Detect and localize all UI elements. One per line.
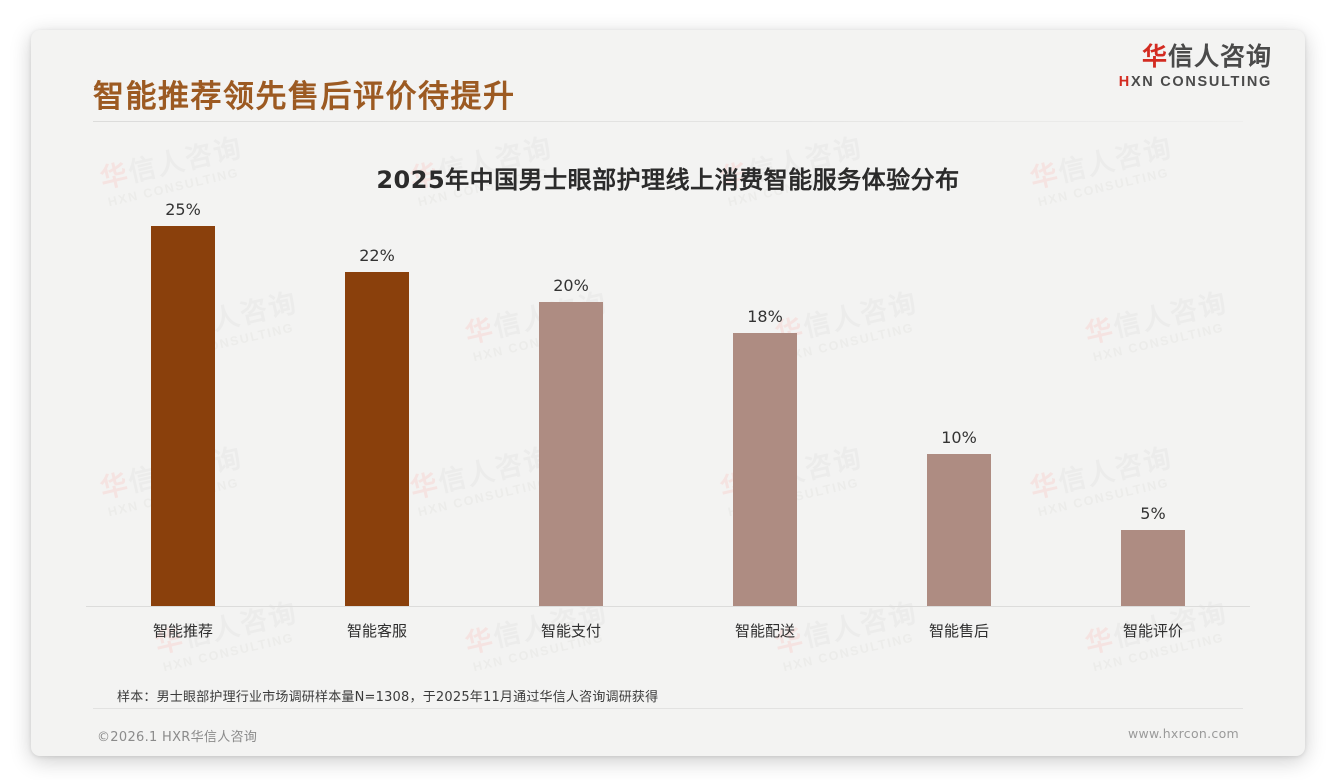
slide-header: 智能推荐领先售后评价待提升 华信人咨询 HXN CONSULTING xyxy=(31,30,1305,122)
slide-canvas: 华信人咨询 HXN CONSULTING 华信人咨询 HXN CONSULTING 华信… xyxy=(31,30,1305,756)
bar-value-label: 25% xyxy=(165,200,201,219)
logo-chinese-text: 华信人咨询 xyxy=(1119,43,1272,71)
header-divider xyxy=(93,121,1243,122)
logo-en-gray: XN CONSULTING xyxy=(1130,74,1272,90)
chart-bar[interactable]: 10% xyxy=(927,428,991,606)
bar-value-label: 22% xyxy=(359,246,395,265)
bar-group: 18% 智能配送 xyxy=(668,211,862,640)
company-logo: 华信人咨询 HXN CONSULTING xyxy=(1119,43,1272,91)
bar-chart-plot: 25% 智能推荐 22% 智能客服 20% 智能支付 18% 智能配送 10% 智能售后 5% 智能评… xyxy=(86,200,1250,640)
logo-en-red: H xyxy=(1118,74,1131,90)
logo-english-text: HXN CONSULTING xyxy=(1119,74,1272,90)
x-axis-line xyxy=(86,606,1250,607)
page-title: 智能推荐领先售后评价待提升 xyxy=(93,79,516,115)
chart-bar[interactable]: 20% xyxy=(539,276,603,606)
logo-cn-gray: 信人咨询 xyxy=(1167,42,1272,71)
chart-bar[interactable]: 5% xyxy=(1121,504,1185,606)
bar-group: 25% 智能推荐 xyxy=(86,200,280,640)
chart-bar[interactable]: 18% xyxy=(733,307,797,606)
category-label: 智能客服 xyxy=(346,622,408,640)
bar-value-label: 5% xyxy=(1140,504,1166,523)
logo-cn-red: 华 xyxy=(1141,42,1168,71)
category-label: 智能支付 xyxy=(540,622,602,640)
bar-group: 10% 智能售后 xyxy=(862,211,1056,640)
footnote-divider xyxy=(93,708,1243,709)
copyright-text: ©2026.1 HXR华信人咨询 xyxy=(97,730,258,745)
chart-title: 2025年中国男士眼部护理线上消费智能服务体验分布 xyxy=(376,166,960,194)
chart-bar[interactable]: 25% xyxy=(151,200,215,606)
bar-value-label: 18% xyxy=(747,307,783,326)
bar-group: 5% 智能评价 xyxy=(1056,211,1250,640)
category-label: 智能评价 xyxy=(1122,622,1184,640)
bar-group: 20% 智能支付 xyxy=(474,211,668,640)
website-url: www.hxrcon.com xyxy=(1128,726,1239,741)
bar-group: 22% 智能客服 xyxy=(280,211,474,640)
category-label: 智能推荐 xyxy=(152,622,214,640)
bar-value-label: 20% xyxy=(553,276,589,295)
category-label: 智能售后 xyxy=(928,622,990,640)
category-label: 智能配送 xyxy=(734,622,796,640)
chart-bar[interactable]: 22% xyxy=(345,246,409,606)
slide-footer: ©2026.1 HXR华信人咨询 www.hxrcon.com xyxy=(31,716,1305,756)
chart-area: 2025年中国男士眼部护理线上消费智能服务体验分布 25% 智能推荐 22% 智能客服… xyxy=(31,130,1305,650)
bar-value-label: 10% xyxy=(941,428,977,447)
source-footnote: 样本：男士眼部护理行业市场调研样本量N=1308，于2025年11月通过华信人咨… xyxy=(117,690,659,705)
